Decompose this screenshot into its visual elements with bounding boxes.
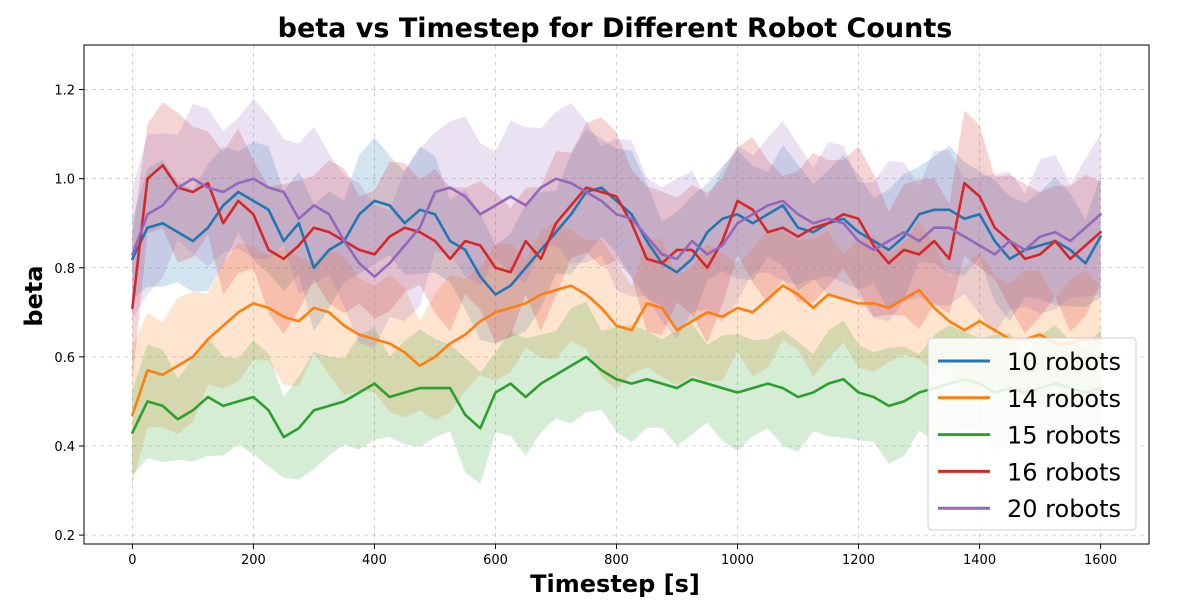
line-10-robots [131, 186, 1102, 296]
legend: 10 robots 14 robots 15 robots 16 robots 20 r… [927, 337, 1137, 531]
line-20-robots [131, 177, 1102, 279]
x-tick-label: 1200 [842, 553, 875, 568]
legend-label: 16 robots [1007, 458, 1121, 486]
x-tick-label: 1400 [963, 553, 996, 568]
line-16-robots [131, 164, 1102, 310]
x-tick-label: 1600 [1084, 553, 1117, 568]
legend-label: 20 robots [1007, 495, 1121, 523]
x-ticks: 0 200 400 600 800 1000 1200 1400 1600 [128, 544, 1117, 568]
band-14-robots [132, 221, 1101, 485]
legend-box [927, 337, 1137, 531]
x-tick-label: 600 [483, 553, 508, 568]
x-tick-label: 400 [362, 553, 387, 568]
y-axis-label: beta [20, 265, 48, 326]
x-tick-label: 1000 [721, 553, 754, 568]
band-20-robots [132, 98, 1101, 349]
legend-label: 15 robots [1007, 422, 1121, 450]
band-10-robots [132, 128, 1101, 344]
y-tick-label: 0.2 [54, 529, 75, 544]
y-tick-label: 0.6 [54, 351, 75, 366]
legend-label: 10 robots [1007, 348, 1121, 376]
legend-label: 14 robots [1007, 385, 1121, 413]
chart-title: beta vs Timestep for Different Robot Cou… [278, 13, 953, 44]
grid [84, 45, 1149, 544]
band-15-robots [132, 301, 1101, 484]
y-tick-label: 0.4 [54, 440, 75, 455]
y-tick-label: 0.8 [54, 262, 75, 277]
band-16-robots [132, 102, 1101, 381]
line-14-robots [131, 284, 1102, 417]
y-tick-label: 1.0 [54, 173, 75, 188]
y-ticks: 0.2 0.4 0.6 0.8 1.0 1.2 [54, 84, 84, 544]
x-axis-label: Timestep [s] [530, 570, 700, 598]
y-tick-label: 1.2 [54, 84, 75, 99]
bands [132, 98, 1101, 485]
x-tick-label: 0 [128, 553, 136, 568]
x-tick-label: 800 [604, 553, 629, 568]
x-tick-label: 200 [241, 553, 266, 568]
